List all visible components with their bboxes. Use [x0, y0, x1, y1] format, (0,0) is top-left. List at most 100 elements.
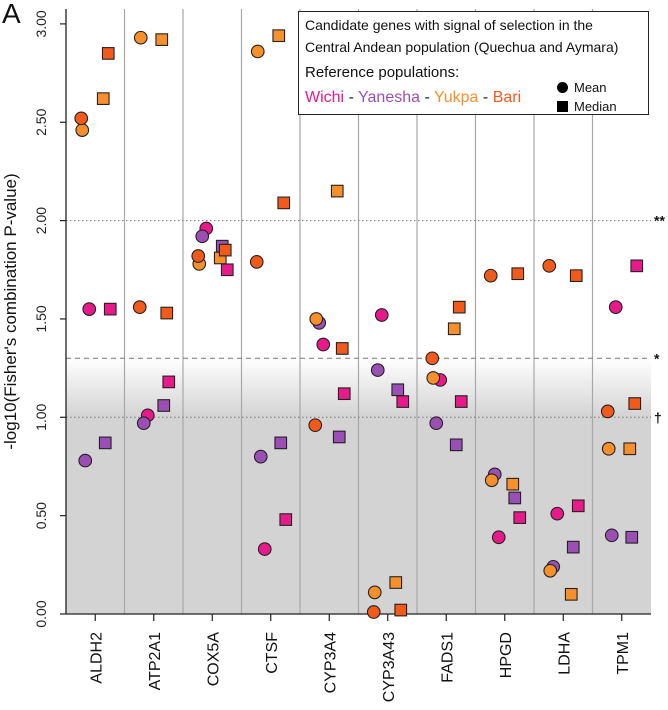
- point-wichi-median: [337, 387, 351, 401]
- threshold-label: *: [654, 350, 660, 366]
- point-wichi-mean: [82, 302, 97, 316]
- point-wichi-mean: [550, 506, 565, 521]
- point-yukpa-mean: [543, 563, 558, 578]
- point-wichi-mean: [374, 308, 389, 322]
- point-yukpa-mean: [250, 44, 265, 59]
- point-bari-mean: [74, 111, 89, 126]
- point-yanesha-mean: [604, 528, 619, 543]
- point-wichi-mean: [608, 300, 623, 314]
- point-wichi-median: [513, 511, 527, 524]
- point-yanesha-median: [449, 438, 463, 452]
- legend-pop-wichi: Wichi: [305, 89, 345, 106]
- point-bari-median: [628, 397, 642, 410]
- point-bari-mean: [425, 351, 440, 366]
- x-tick-label: TPM1: [615, 632, 632, 675]
- point-wichi-median: [396, 395, 410, 408]
- legend-separator: -: [424, 89, 430, 106]
- point-yanesha-mean: [195, 229, 210, 244]
- circle-symbol-icon: [557, 82, 568, 93]
- point-yanesha-mean: [253, 449, 268, 464]
- point-bari-mean: [249, 255, 264, 269]
- legend-populations: Wichi - Yanesha - Yukpa - Bari: [305, 89, 521, 107]
- point-bari-median: [569, 269, 583, 283]
- x-tick-label: CYP3A4: [322, 632, 339, 693]
- point-bari-median: [101, 47, 115, 60]
- point-bari-median: [218, 243, 232, 257]
- point-wichi-median: [630, 259, 644, 273]
- point-bari-mean: [308, 418, 323, 433]
- point-yanesha-median: [157, 399, 171, 412]
- square-symbol-icon: [557, 101, 568, 112]
- point-wichi-mean: [316, 337, 331, 352]
- point-yukpa-mean: [309, 312, 324, 326]
- point-yanesha-median: [508, 491, 522, 505]
- legend-title-line1: Candidate genes with signal of selection…: [305, 17, 593, 33]
- point-wichi-median: [454, 395, 468, 408]
- x-tick-label: ALDH2: [88, 632, 105, 684]
- point-yanesha-mean: [370, 363, 385, 377]
- point-yanesha-mean: [136, 416, 151, 431]
- point-bari-mean: [483, 268, 498, 283]
- x-tick-label: ATP2A1: [147, 632, 164, 691]
- point-wichi-mean: [257, 542, 272, 556]
- threshold-label: †: [654, 409, 662, 425]
- point-yukpa-mean: [133, 30, 148, 45]
- point-yanesha-median: [98, 436, 112, 450]
- point-yukpa-mean: [426, 371, 441, 385]
- legend-pop-yanesha: Yanesha: [358, 89, 421, 106]
- legend-pop-bari: Bari: [492, 89, 522, 106]
- legend-key-median: Median: [557, 99, 617, 114]
- point-yanesha-median: [274, 436, 288, 450]
- point-yukpa-median: [330, 184, 344, 198]
- point-yanesha-mean: [78, 453, 93, 468]
- point-wichi-median: [220, 263, 234, 277]
- point-yukpa-mean: [75, 123, 90, 137]
- point-bari-median: [511, 267, 525, 281]
- legend-title-line2: Central Andean population (Quechua and A…: [305, 39, 619, 55]
- legend-separator: -: [348, 89, 354, 106]
- y-tick-label: 2.50: [33, 108, 49, 135]
- point-bari-mean: [600, 404, 615, 419]
- point-yukpa-mean: [484, 473, 499, 488]
- legend-mean-label: Mean: [574, 80, 607, 95]
- point-yanesha-median: [391, 383, 405, 397]
- legend-separator: -: [482, 89, 489, 106]
- threshold-label: **: [654, 213, 665, 229]
- point-bari-mean: [132, 300, 147, 314]
- y-tick-label: 1.50: [33, 305, 49, 332]
- point-wichi-mean: [491, 530, 506, 545]
- point-yanesha-median: [332, 430, 346, 444]
- point-bari-mean: [366, 605, 381, 619]
- point-wichi-median: [571, 499, 585, 513]
- point-wichi-median: [279, 513, 293, 526]
- point-bari-median: [335, 342, 349, 355]
- x-tick-label: CTSF: [264, 632, 281, 674]
- point-yukpa-median: [389, 576, 403, 589]
- x-tick-label: HPGD: [498, 632, 515, 678]
- point-yukpa-median: [272, 29, 286, 43]
- point-yukpa-median: [447, 322, 461, 336]
- point-wichi-median: [103, 302, 117, 316]
- point-bari-mean: [191, 249, 206, 263]
- point-bari-median: [160, 306, 174, 320]
- y-tick-label: 2.00: [33, 207, 49, 234]
- legend: Candidate genes with signal of selection…: [298, 11, 649, 115]
- point-yukpa-median: [623, 442, 637, 456]
- legend-key-mean: Mean: [557, 80, 607, 95]
- x-tick-label: COX5A: [205, 632, 222, 687]
- point-bari-median: [394, 603, 408, 617]
- point-yukpa-mean: [601, 441, 616, 456]
- point-yukpa-median: [564, 587, 578, 601]
- x-tick-label: LDHA: [556, 632, 573, 675]
- y-tick-label: 3.00: [33, 10, 49, 37]
- y-tick-label: 1.00: [33, 403, 49, 430]
- point-bari-median: [452, 300, 466, 314]
- point-yanesha-mean: [429, 416, 444, 431]
- point-yukpa-median: [96, 92, 110, 105]
- point-wichi-median: [162, 375, 176, 389]
- x-tick-label: FADS1: [439, 632, 456, 683]
- y-axis-label: -log10(Fisher's combination P-value): [1, 173, 20, 449]
- y-tick-label: 0.50: [33, 502, 49, 529]
- point-yukpa-median: [155, 33, 169, 46]
